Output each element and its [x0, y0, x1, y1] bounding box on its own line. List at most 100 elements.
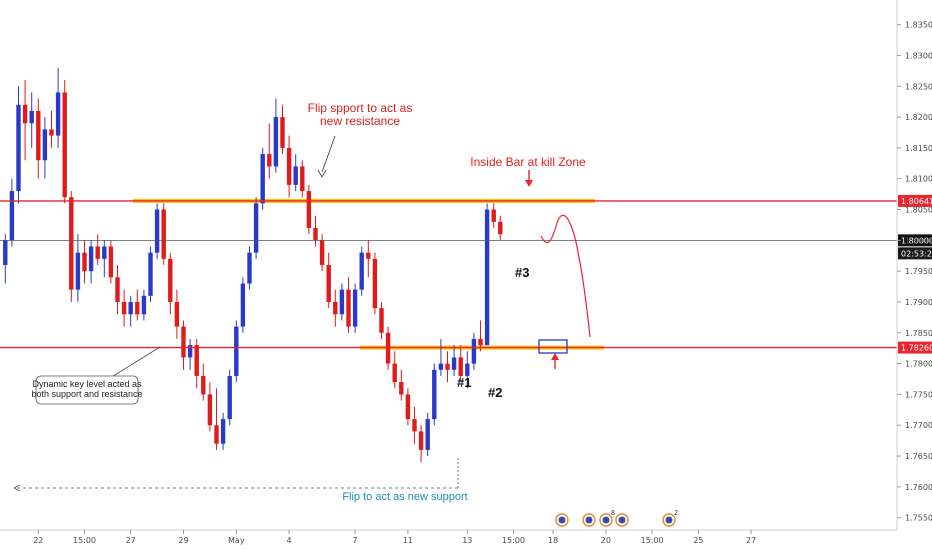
- marker-1: #1: [457, 375, 471, 390]
- y-tick-label: 1.76500: [905, 452, 932, 461]
- candle-body: [22, 104, 28, 124]
- candle: [293, 154, 298, 192]
- candle: [174, 289, 180, 339]
- candle-body: [352, 289, 358, 327]
- candle: [399, 369, 404, 401]
- candle-body: [234, 326, 239, 376]
- candle-body: [280, 117, 285, 148]
- y-tick-label: 1.76000: [905, 483, 932, 492]
- inside-bar-arrowhead: [525, 180, 533, 187]
- candle: [405, 388, 411, 426]
- candle: [22, 80, 28, 161]
- candle-body: [95, 246, 100, 259]
- candle-body: [491, 209, 496, 222]
- annotations: Flip spport to act as new resistance Insid…: [13, 101, 678, 527]
- candle: [95, 234, 100, 265]
- y-tick-label: 1.82500: [905, 82, 932, 91]
- x-tick-label: 20: [601, 536, 611, 545]
- candle: [372, 252, 378, 315]
- candle: [29, 92, 34, 148]
- y-tick-label: 1.77500: [905, 390, 932, 399]
- candle-body: [412, 419, 417, 432]
- candle: [55, 67, 61, 148]
- candle: [187, 338, 193, 370]
- candle: [498, 215, 503, 241]
- candle: [418, 425, 424, 463]
- candle: [141, 289, 147, 321]
- candle: [273, 98, 279, 173]
- candles: [3, 67, 503, 463]
- candle: [154, 203, 160, 259]
- candle-body: [141, 295, 147, 315]
- candle: [227, 369, 232, 426]
- candle: [42, 117, 48, 179]
- candle: [247, 246, 252, 290]
- candle: [108, 240, 114, 284]
- candle-body: [227, 375, 232, 420]
- candle-body: [445, 363, 450, 370]
- candle-body: [3, 240, 8, 265]
- y-tick-label: 1.75500: [905, 514, 932, 523]
- level-price-label: 1.78260: [901, 344, 932, 353]
- candle-body: [128, 301, 133, 315]
- candle: [300, 160, 305, 198]
- target-box: [538, 339, 568, 354]
- y-tick-label: 1.83000: [905, 51, 932, 60]
- candle: [194, 338, 199, 389]
- candle-body: [181, 326, 186, 358]
- y-tick-label: 1.81000: [905, 175, 932, 184]
- candle-body: [267, 154, 272, 167]
- y-tick-label: 1.82000: [905, 113, 932, 122]
- candle: [465, 351, 470, 389]
- candle: [313, 215, 318, 247]
- candle-body: [306, 191, 312, 229]
- candle: [253, 197, 259, 259]
- candle-body: [49, 129, 54, 136]
- candle-body: [471, 338, 477, 364]
- projection-path: [540, 214, 591, 338]
- candle-body: [201, 375, 206, 395]
- candle: [286, 135, 292, 198]
- event-badge-dot: [558, 516, 566, 524]
- candle-body: [207, 394, 213, 426]
- candle-body: [154, 209, 160, 253]
- candle-body: [36, 110, 41, 161]
- candle: [214, 388, 219, 450]
- x-tick-label: 11: [403, 536, 413, 545]
- candle: [392, 351, 397, 389]
- candle: [121, 289, 127, 327]
- event-badge: 2: [662, 510, 678, 527]
- candle: [234, 320, 239, 383]
- pointer-arrowhead: [317, 169, 327, 178]
- event-badge-count: 2: [674, 510, 678, 517]
- candle-body: [16, 104, 21, 192]
- flip-support-arrowhead: [13, 484, 21, 492]
- event-badge: [615, 513, 629, 527]
- x-tick-label: 4: [287, 536, 292, 545]
- candle: [9, 178, 15, 247]
- candle: [458, 345, 463, 383]
- x-tick-label: 15:00: [73, 536, 96, 545]
- candle: [16, 86, 21, 204]
- candle: [471, 332, 477, 370]
- target-arrowhead: [551, 353, 559, 360]
- candle-body: [273, 117, 279, 167]
- candle: [240, 277, 246, 333]
- candle: [161, 203, 166, 265]
- candle: [432, 363, 437, 426]
- event-badge-dot: [618, 516, 626, 524]
- candle-body: [102, 246, 107, 259]
- candle-body: [214, 425, 219, 444]
- candle-body: [135, 301, 140, 315]
- candle: [306, 184, 312, 235]
- x-tick-label: 13: [462, 536, 472, 545]
- candle-body: [458, 357, 463, 376]
- y-tick-label: 1.77000: [905, 421, 932, 430]
- candle: [36, 98, 41, 179]
- candle: [102, 240, 107, 278]
- candle: [412, 406, 417, 444]
- flip-resistance-note: Flip spport to act as new resistance: [308, 101, 413, 128]
- x-tick-label: 22: [33, 536, 43, 545]
